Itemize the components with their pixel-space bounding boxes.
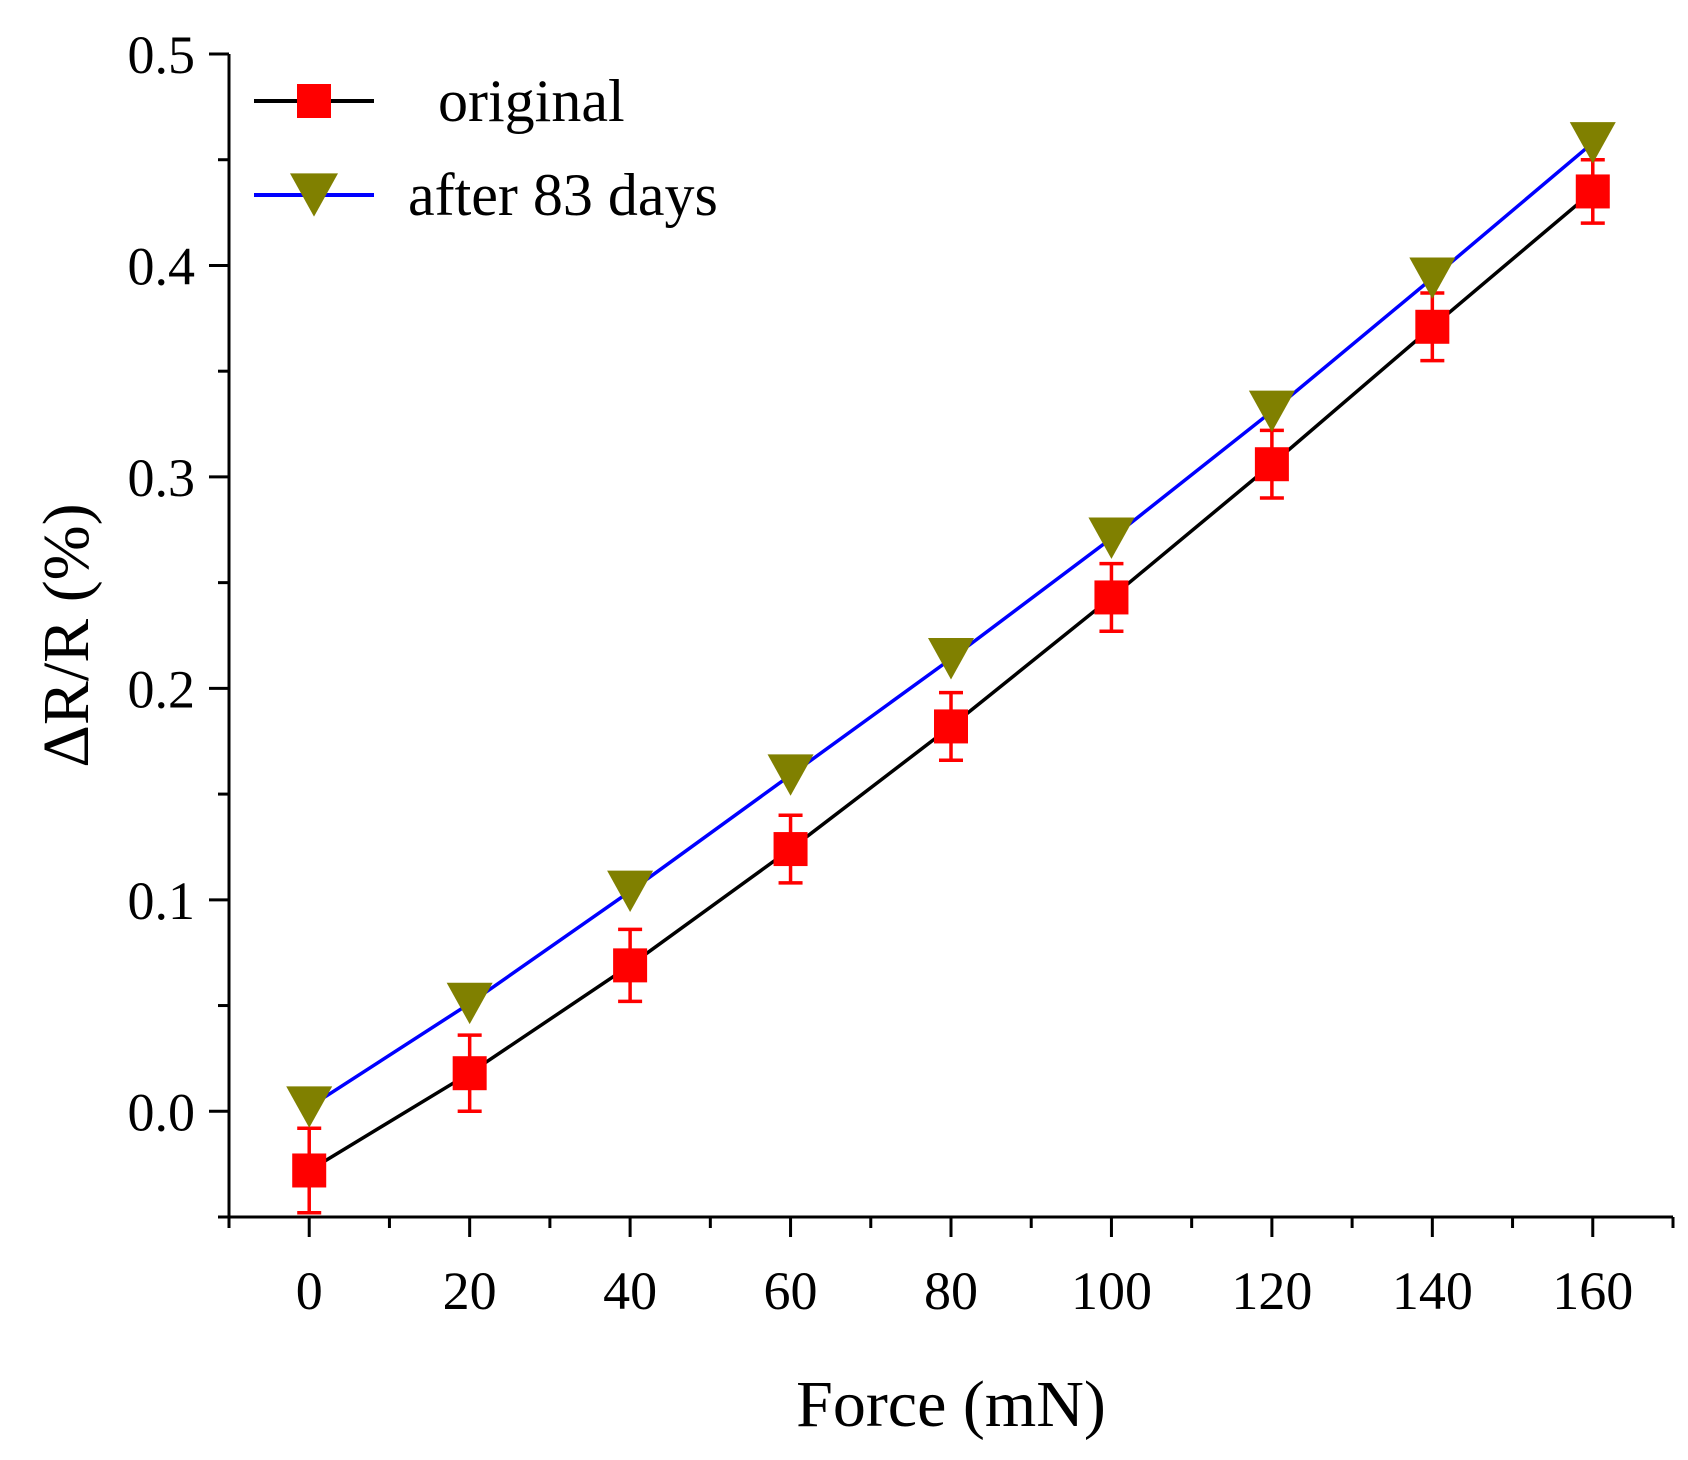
square-marker [1094,580,1129,615]
x-axis-title: Force (mN) [796,1368,1106,1441]
series-line [308,190,1594,1172]
x-tick-label: 0 [296,1261,323,1321]
legend: original after 83 days [254,68,718,228]
triangle-marker [1248,390,1295,433]
triangle-marker [286,1086,333,1128]
triangle-marker [1569,122,1616,164]
series-line [308,141,1594,1109]
legend-item: original [254,68,625,134]
x-tick-label: 120 [1231,1261,1312,1321]
x-tick-label: 20 [443,1261,497,1321]
y-tick-label: 0.3 [128,448,196,508]
legend-item: after 83 days [254,162,718,228]
x-tick-label: 140 [1392,1261,1473,1321]
x-tick-label: 100 [1071,1261,1152,1321]
triangle-marker [607,870,654,913]
square-marker [452,1056,487,1091]
square-marker [1575,174,1610,209]
square-marker [934,709,968,744]
triangle-marker [1088,517,1135,559]
series-after-83-days [286,122,1616,1128]
triangle-marker [928,638,974,680]
plot-area [286,122,1616,1215]
square-marker [292,1153,327,1188]
triangle-marker [290,173,338,217]
square-marker [773,832,808,867]
x-tick-label: 160 [1552,1261,1633,1321]
legend-label: original [438,68,625,134]
x-tick-label: 80 [924,1261,978,1321]
triangle-marker [1409,257,1456,299]
x-tick-label: 40 [603,1261,657,1321]
square-marker [613,948,648,983]
y-tick-label: 0.1 [128,871,196,931]
square-marker [297,84,331,118]
x-tick-label: 60 [764,1261,818,1321]
series-original [292,157,1610,1215]
y-tick-label: 0.5 [128,25,196,85]
triangle-marker [446,982,493,1025]
legend-label: after 83 days [408,162,718,228]
y-tick-label: 0.2 [128,659,196,719]
y-tick-label: 0.0 [128,1082,196,1142]
y-tick-label: 0.4 [128,236,196,296]
y-axis-title: ΔR/R (%) [30,503,103,767]
triangle-marker [767,754,814,796]
square-marker [1415,309,1450,344]
axes: 0 20 40 60 80 100 120 140 160 0.0 0.1 0.2 0.3 0.4 0.5 [128,25,1675,1321]
square-marker [1254,447,1289,482]
